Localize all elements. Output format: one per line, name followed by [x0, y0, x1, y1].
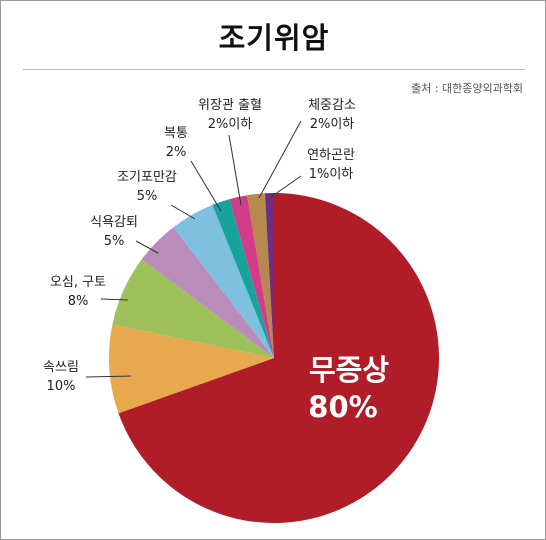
chart-title: 조기위암 — [218, 21, 330, 55]
slice-4-name-label: 식욕감퇴 — [90, 215, 138, 230]
slice-4-leader-line — [135, 240, 159, 254]
slice-7-name-label: 위장관 출혈 — [198, 98, 262, 113]
slice-6-value-label: 2% — [166, 145, 187, 160]
slice-1-value-label: 80% — [308, 390, 377, 424]
slice-4-value-label: 5% — [104, 234, 125, 249]
slice-3-wedge — [112, 259, 274, 358]
slice-9-wedge — [264, 193, 274, 358]
slice-2-leader-line — [85, 375, 132, 378]
slice-1-name-label: 무증상 — [309, 353, 389, 387]
slice-1-wedge — [118, 193, 440, 523]
slice-2-name-label: 속쓰림 — [43, 360, 79, 375]
slice-5-value-label: 5% — [137, 189, 158, 204]
slice-5-leader-line — [170, 204, 196, 220]
source-note: 출처 : 대한종양외과학회 — [411, 82, 523, 95]
slice-3-leader-line — [100, 298, 129, 301]
title-divider — [23, 69, 525, 70]
slice-2-value-label: 10% — [47, 379, 76, 394]
slice-3-value-label: 8% — [68, 294, 89, 309]
slice-4-wedge — [141, 227, 274, 358]
slice-6-wedge — [212, 199, 274, 358]
slice-5-wedge — [173, 204, 274, 358]
slice-6-leader-line — [190, 160, 222, 212]
slice-8-name-label: 체중감소 — [308, 98, 356, 113]
slice-5-name-label: 조기포만감 — [117, 170, 177, 185]
slice-2-wedge — [108, 324, 274, 414]
slice-9-leader-line — [270, 175, 302, 198]
slice-9-value-label: 1%이하 — [309, 167, 354, 182]
slice-8-wedge — [247, 193, 274, 358]
slice-7-wedge — [229, 195, 274, 358]
slice-9-name-label: 연하곤란 — [307, 148, 355, 163]
slice-7-leader-line — [228, 134, 242, 206]
slice-7-value-label: 2%이하 — [208, 117, 253, 132]
slice-8-leader-line — [258, 120, 302, 199]
slice-3-name-label: 오심, 구토 — [50, 275, 106, 290]
slice-8-value-label: 2%이하 — [310, 117, 355, 132]
slice-6-name-label: 복통 — [164, 126, 188, 141]
